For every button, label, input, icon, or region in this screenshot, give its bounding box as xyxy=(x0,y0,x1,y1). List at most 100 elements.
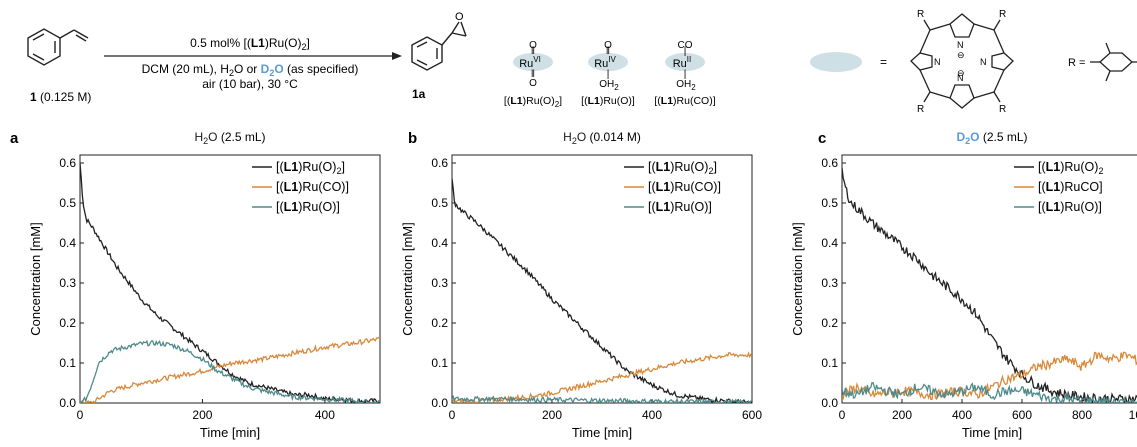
species-ru-vi: O ‖ RuVI ‖ O [(L1)Ru(O)2] xyxy=(504,40,562,109)
svg-text:|: | xyxy=(684,69,687,80)
y-tick-label: 0.1 xyxy=(821,356,838,370)
y-tick-label: 0.4 xyxy=(59,236,76,250)
legend-entry: [(L1)Ru(CO)] xyxy=(648,180,721,194)
chart-title: H2O (0.014 M) xyxy=(563,130,641,146)
plot-frame xyxy=(841,154,1137,404)
x-tick-label: 200 xyxy=(192,408,212,422)
arrow-bottom-conditions-1: DCM (20 mL), H2O or D2O (as specified) xyxy=(142,62,359,78)
y-tick-label: 0.3 xyxy=(431,276,448,290)
x-tick-label: 1000 xyxy=(1129,408,1137,422)
svg-text:OH2: OH2 xyxy=(676,79,696,92)
svg-text:OH2: OH2 xyxy=(599,79,619,92)
porphyrin-n-top: N xyxy=(957,40,964,50)
series-line-3 xyxy=(452,394,752,403)
y-tick-label: 0.0 xyxy=(821,396,838,410)
legend-entry: [(L1)Ru(O)2 xyxy=(1038,160,1103,176)
species-ru-ii: CO | RuII | OH2 [(L1)Ru(CO)] xyxy=(654,40,715,107)
epoxide-oxygen: O xyxy=(455,11,464,23)
chart-title: D2O (2.5 mL) xyxy=(956,130,1027,146)
charge-bottom: ⊖ xyxy=(957,68,965,78)
porphyrin-n-bottom: N xyxy=(957,73,964,83)
x-tick-label: 400 xyxy=(315,408,335,422)
panel-letter: a xyxy=(10,130,19,147)
chart-panel-c: c D2O (2.5 mL) 0.0 0.1 0.2 0.3 0.4 0.5 0.6 0 200 40… xyxy=(790,130,1137,440)
series-line-2 xyxy=(452,351,752,403)
svg-text:O: O xyxy=(529,78,537,89)
porphyrin-r-1: R xyxy=(917,9,924,20)
chart-panel-b: b H2O (0.014 M) 0.0 0.1 0.2 0.3 0.4 0.5 0.6 0 200 4… xyxy=(400,130,762,440)
plot-frame xyxy=(451,154,753,404)
porphyrin-r-3: R xyxy=(917,104,924,115)
y-tick-label: 0.4 xyxy=(431,236,448,250)
y-tick-label: 0.6 xyxy=(59,156,76,170)
reactant-concentration: (0.125 M) xyxy=(40,90,91,104)
species-ru-iv: O ‖ RuIV | OH2 [(L1)Ru(O)] xyxy=(581,40,635,107)
y-tick-label: 0.6 xyxy=(431,156,448,170)
r-equals: R = xyxy=(1068,57,1085,69)
legend-entry: [(L1)Ru(O)] xyxy=(1038,200,1102,214)
arrow-head xyxy=(392,52,402,60)
arrow-bottom-conditions-2: air (10 bar), 30 °C xyxy=(202,77,298,91)
styrene-structure xyxy=(27,28,89,66)
y-axis-label: Concentration [mM] xyxy=(28,222,43,335)
svg-text:O: O xyxy=(604,40,612,51)
porphyrin-r-4: R xyxy=(999,104,1006,115)
x-tick-label: 400 xyxy=(642,408,662,422)
y-tick-label: 0.3 xyxy=(821,276,838,290)
y-tick-label: 0.6 xyxy=(821,156,838,170)
svg-text:|: | xyxy=(607,69,610,80)
y-tick-label: 0.2 xyxy=(431,316,448,330)
svg-text:‖: ‖ xyxy=(606,46,610,57)
porphyrin-n-right: N xyxy=(980,57,987,67)
legend-entry: [(L1)Ru(O)2] xyxy=(276,160,345,176)
x-tick-label: 800 xyxy=(1072,408,1092,422)
legend-entry: [(L1)Ru(O)] xyxy=(276,200,340,214)
y-tick-label: 0.1 xyxy=(431,356,448,370)
x-tick-label: 400 xyxy=(952,408,972,422)
concentration-charts: a H2O (2.5 mL) 0.0 0.1 0.2 0.3 0.4 0.5 0.6 0 200 40… xyxy=(10,130,1137,440)
y-tick-label: 0.2 xyxy=(821,316,838,330)
y-tick-label: 0.4 xyxy=(821,236,838,250)
x-tick-label: 0 xyxy=(449,408,456,422)
reaction-scheme: 1 (0.125 M) 0.5 mol% [(L1)Ru(O)2] DCM (2… xyxy=(27,9,1137,115)
series-line-1 xyxy=(80,162,380,403)
y-tick-label: 0.3 xyxy=(59,276,76,290)
x-axis-label: Time [min] xyxy=(572,425,632,440)
svg-text:‖: ‖ xyxy=(531,46,535,57)
chart-title: H2O (2.5 mL) xyxy=(194,130,265,146)
panel-letter: b xyxy=(408,130,417,147)
series-line-3 xyxy=(842,382,1137,403)
legend-entry: [(L1)RuCO] xyxy=(1038,180,1103,194)
y-tick-label: 0.0 xyxy=(431,396,448,410)
panel-letter: c xyxy=(818,130,826,147)
svg-text:[(L1)Ru(O)]: [(L1)Ru(O)] xyxy=(581,95,635,107)
x-tick-label: 0 xyxy=(77,408,84,422)
series-line-1 xyxy=(452,178,752,403)
reactant-label: 1 xyxy=(30,90,37,104)
svg-text:|: | xyxy=(684,46,687,57)
product-label: 1a xyxy=(412,87,426,101)
y-tick-label: 0.5 xyxy=(431,196,448,210)
series-line-2 xyxy=(842,351,1137,401)
charge-top: ⊖ xyxy=(957,50,965,60)
ligand-ellipse xyxy=(810,52,862,72)
x-tick-label: 200 xyxy=(542,408,562,422)
legend-entry: [(L1)Ru(CO)] xyxy=(276,180,349,194)
arrow-top-conditions: 0.5 mol% [(L1)Ru(O)2] xyxy=(190,36,310,52)
svg-text:RuII: RuII xyxy=(673,55,692,70)
x-tick-label: 600 xyxy=(1012,408,1032,422)
svg-text:CO: CO xyxy=(678,40,693,51)
svg-text:O: O xyxy=(529,40,537,51)
equals-sign: = xyxy=(880,55,887,69)
x-tick-label: 600 xyxy=(742,408,762,422)
x-axis-label: Time [min] xyxy=(200,425,260,440)
y-tick-label: 0.5 xyxy=(821,196,838,210)
mesityl-structure xyxy=(1090,42,1137,82)
legend-entry: [(L1)Ru(O)] xyxy=(648,200,712,214)
x-tick-label: 0 xyxy=(839,408,846,422)
y-axis-label: Concentration [mM] xyxy=(400,222,415,335)
porphyrin-r-2: R xyxy=(999,9,1006,20)
plot-frame xyxy=(79,154,381,404)
svg-text:[(L1)Ru(CO)]: [(L1)Ru(CO)] xyxy=(654,95,715,107)
series-line-2 xyxy=(80,336,380,403)
